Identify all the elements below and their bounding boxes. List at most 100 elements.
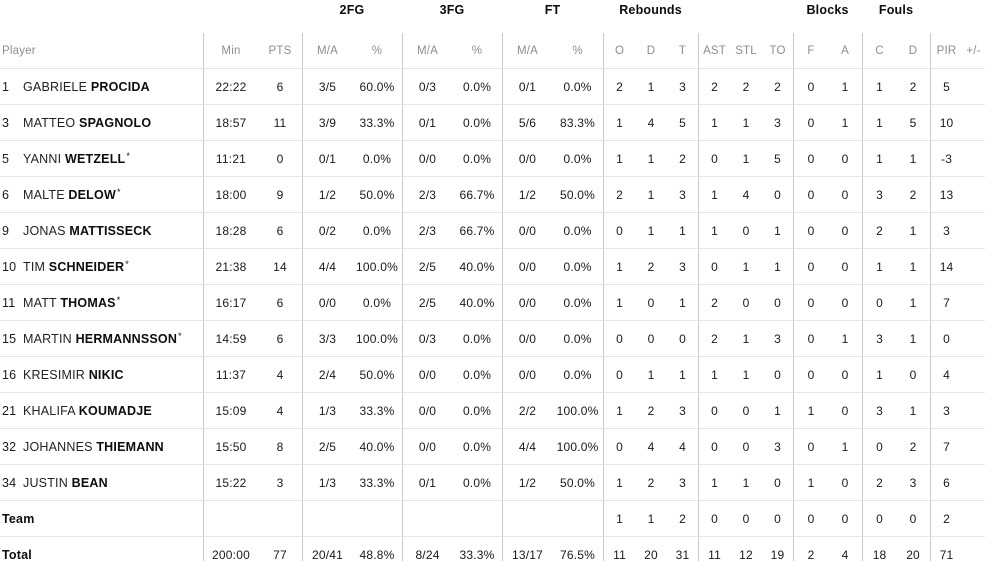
player-name-cell: 32 JOHANNES THIEMANN xyxy=(0,429,203,465)
cell-ft-pct: 76.5% xyxy=(552,537,603,561)
player-row: 16 KRESIMIR NIKIC 11:37 4 2/4 50.0% 0/0 0.0% 0/0… xyxy=(0,357,985,393)
cell-pir: 5 xyxy=(930,69,963,105)
player-number: 5 xyxy=(2,152,10,166)
cell-pm xyxy=(962,249,985,285)
cell-pir: 4 xyxy=(930,357,963,393)
cell-reb-t: 1 xyxy=(667,285,699,321)
cell-blk-a: 0 xyxy=(828,177,863,213)
player-number: 21 xyxy=(2,403,17,418)
cell-blk-f: 1 xyxy=(793,465,829,501)
cell-stl: 0 xyxy=(730,501,763,537)
cell-ast: 0 xyxy=(698,501,731,537)
cell-ft-pct: 0.0% xyxy=(552,357,604,393)
cell-pts: 77 xyxy=(258,537,302,561)
starter-mark: * xyxy=(125,259,129,269)
cell-reb-o: 0 xyxy=(603,321,636,357)
cell-pir: 7 xyxy=(930,285,963,321)
cell-fg2-pct: 0.0% xyxy=(352,141,403,177)
player-first-name: JONAS xyxy=(23,223,70,238)
cell-pts xyxy=(258,501,302,537)
cell-fg3-pct: 0.0% xyxy=(452,69,503,105)
cell-stl: 0 xyxy=(730,285,763,321)
cell-reb-t: 3 xyxy=(667,69,699,105)
cell-fg2-ma: 2/4 xyxy=(302,357,352,393)
cell-foul-c: 1 xyxy=(862,249,897,285)
cell-stl: 0 xyxy=(730,213,763,249)
cell-ft-ma: 0/1 xyxy=(502,69,553,105)
player-last-name: DELOW xyxy=(68,188,116,202)
player-number: 34 xyxy=(2,475,17,490)
cell-blk-a: 1 xyxy=(828,429,863,465)
col-plus-minus: +/- xyxy=(962,33,985,69)
col-ft-ma: M/A xyxy=(502,33,553,69)
cell-fg3-ma: 0/3 xyxy=(402,321,453,357)
col-3fg-ma: M/A xyxy=(402,33,453,69)
player-first-name: YANNI xyxy=(23,152,65,166)
cell-min: 200:00 xyxy=(203,537,258,561)
total-label-cell: Total xyxy=(0,537,203,561)
total-row: Total 200:00 77 20/41 48.8% 8/24 33.3% 13/17 76.… xyxy=(0,537,985,561)
player-number: 6 xyxy=(2,188,10,202)
cell-foul-d: 2 xyxy=(896,429,931,465)
cell-foul-d: 1 xyxy=(896,393,931,429)
col-blk-a: A xyxy=(828,33,863,69)
cell-blk-a: 1 xyxy=(828,321,863,357)
player-first-name: KRESIMIR xyxy=(23,367,89,382)
cell-reb-d: 20 xyxy=(635,537,667,561)
starter-mark: * xyxy=(116,295,121,305)
cell-foul-d: 1 xyxy=(896,321,931,357)
cell-ft-ma: 13/17 xyxy=(502,537,552,561)
cell-foul-d: 2 xyxy=(896,69,931,105)
group-fouls-header: Fouls xyxy=(878,3,914,17)
cell-fg2-ma: 1/3 xyxy=(302,465,352,501)
player-number: 16 xyxy=(2,367,17,382)
cell-ast: 1 xyxy=(698,465,731,501)
cell-min: 18:57 xyxy=(203,105,258,141)
cell-reb-o: 1 xyxy=(603,465,636,501)
cell-fg2-ma xyxy=(302,501,352,537)
player-name-cell: 10 TIM SCHNEIDER* xyxy=(0,249,203,285)
cell-reb-d: 1 xyxy=(635,177,668,213)
cell-fg2-ma: 0/0 xyxy=(302,285,352,321)
cell-fg3-pct: 33.3% xyxy=(452,537,502,561)
total-label: Total xyxy=(2,547,32,561)
cell-ft-pct: 100.0% xyxy=(552,429,604,465)
group-spacer-minpts xyxy=(203,0,302,33)
group-blocks-header: Blocks xyxy=(806,3,849,17)
player-name-cell: 16 KRESIMIR NIKIC xyxy=(0,357,203,393)
player-row: 21 KHALIFA KOUMADJE 15:09 4 1/3 33.3% 0/0 0.0% 2… xyxy=(0,393,985,429)
cell-foul-d: 3 xyxy=(896,465,931,501)
cell-pm xyxy=(962,213,985,249)
cell-fg2-ma: 0/2 xyxy=(302,213,352,249)
cell-fg2-pct: 40.0% xyxy=(352,429,403,465)
player-number: 3 xyxy=(2,115,10,130)
cell-fg3-ma xyxy=(402,501,453,537)
group-header-row: 2FG 3FG FT Rebounds Blocks Fouls xyxy=(0,0,985,33)
cell-blk-f: 0 xyxy=(793,357,829,393)
cell-foul-c: 3 xyxy=(862,321,897,357)
player-last-name: SPAGNOLO xyxy=(79,115,152,130)
cell-to: 3 xyxy=(762,429,794,465)
cell-reb-d: 1 xyxy=(635,501,668,537)
cell-stl: 12 xyxy=(730,537,762,561)
cell-ft-ma: 1/2 xyxy=(502,465,553,501)
cell-blk-a: 0 xyxy=(828,213,863,249)
cell-pir: 3 xyxy=(930,393,963,429)
cell-blk-f: 0 xyxy=(793,285,829,321)
player-last-name: SCHNEIDER xyxy=(48,260,125,274)
cell-blk-a: 0 xyxy=(828,285,863,321)
player-name-cell: 11 MATT THOMAS* xyxy=(0,285,203,321)
cell-pm xyxy=(962,177,985,213)
cell-ft-ma: 2/2 xyxy=(502,393,553,429)
cell-ast: 1 xyxy=(698,105,731,141)
cell-blk-a: 0 xyxy=(828,465,863,501)
player-last-name: THOMAS xyxy=(60,296,116,310)
cell-reb-d: 2 xyxy=(635,249,668,285)
player-number: 15 xyxy=(2,332,17,346)
cell-blk-a: 0 xyxy=(828,393,863,429)
cell-blk-a: 1 xyxy=(828,69,863,105)
cell-fg3-pct: 0.0% xyxy=(452,141,503,177)
cell-reb-t: 1 xyxy=(667,357,699,393)
cell-pm xyxy=(962,321,985,357)
col-player: Player xyxy=(0,33,203,69)
